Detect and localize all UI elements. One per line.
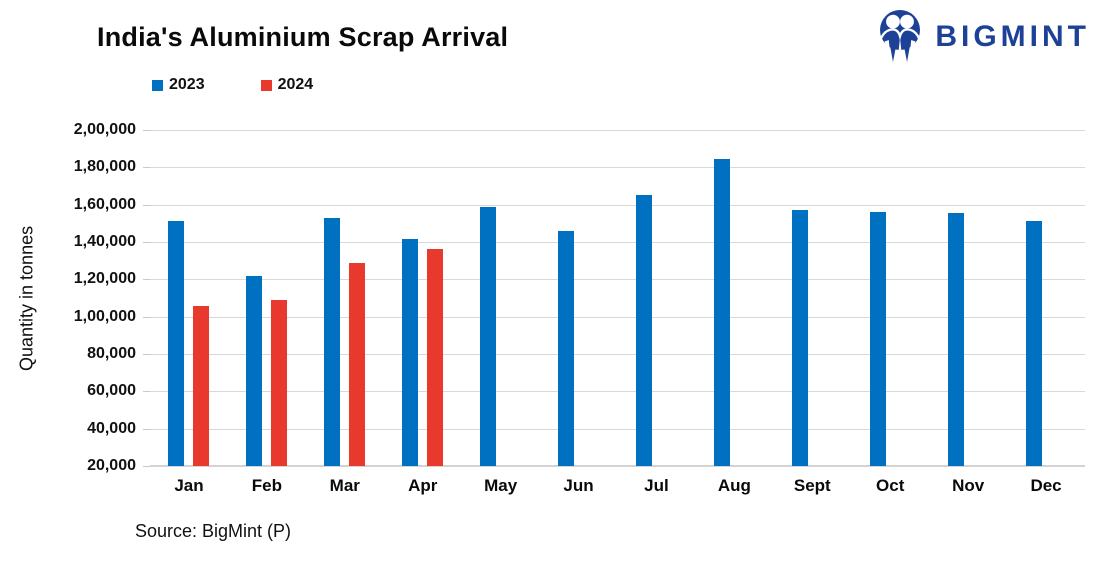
gridline xyxy=(150,354,1085,355)
legend-swatch-2023 xyxy=(152,79,163,91)
y-tick-mark xyxy=(143,204,150,206)
bar-2023-aug xyxy=(713,158,730,466)
y-tick-label: 1,40,000 xyxy=(73,233,136,250)
legend-swatch-2024 xyxy=(260,79,272,91)
y-tick-mark xyxy=(143,279,150,281)
x-tick-label-jun: Jun xyxy=(563,476,594,495)
gridline xyxy=(150,428,1085,430)
legend-item-2023: 2023 xyxy=(152,76,205,94)
bar-2023-may xyxy=(480,206,497,466)
x-tick-label-oct: Oct xyxy=(876,476,905,495)
bigmint-wordmark: BIGMINT xyxy=(935,19,1090,53)
gridline xyxy=(150,242,1085,243)
x-tick-label-jul: Jul xyxy=(644,476,669,495)
bar-2024-jan xyxy=(193,306,210,466)
legend-label-2023: 2023 xyxy=(169,76,205,93)
legend-item-2024: 2024 xyxy=(260,76,314,94)
bar-2023-oct xyxy=(869,212,886,466)
y-tick-label: 60,000 xyxy=(87,382,136,400)
bigmint-people-icon xyxy=(880,10,921,64)
bar-2023-jun xyxy=(558,230,575,466)
y-tick-label: 40,000 xyxy=(87,419,136,437)
bar-2023-nov xyxy=(947,213,964,466)
bigmint-logo: BIGMINT xyxy=(874,8,1090,65)
bar-2023-jan xyxy=(168,221,185,466)
chart-legend: 2023 2024 xyxy=(152,76,313,94)
gridline xyxy=(150,279,1085,281)
bar-2023-jul xyxy=(635,195,652,466)
y-tick-label: 20,000 xyxy=(87,457,136,474)
y-tick-label: 2,00,000 xyxy=(73,121,136,138)
bar-2023-feb xyxy=(246,275,263,466)
y-axis-labels: 2,00,000 1,80,000 1,60,000 1,40,000 1,20,000… xyxy=(0,121,136,474)
y-tick-mark xyxy=(143,428,150,430)
gridline xyxy=(150,130,1085,131)
bar-2023-apr xyxy=(402,239,419,466)
gridline xyxy=(150,391,1085,393)
y-tick-mark xyxy=(143,167,150,169)
bar-2024-apr xyxy=(427,249,444,466)
y-tick-mark xyxy=(143,316,150,318)
y-axis-ticks xyxy=(143,130,150,467)
y-tick-label: 1,80,000 xyxy=(73,158,136,176)
bar-2023-dec xyxy=(1025,220,1042,466)
bar-2023-sept xyxy=(791,210,808,466)
x-tick-label-may: May xyxy=(484,476,518,495)
y-tick-mark xyxy=(143,391,150,393)
bar-2024-mar xyxy=(349,262,366,466)
x-tick-label-sept: Sept xyxy=(793,476,831,495)
x-tick-label-apr: Apr xyxy=(408,476,438,495)
x-tick-label-nov: Nov xyxy=(952,476,985,495)
chart-title: India's Aluminium Scrap Arrival xyxy=(97,22,509,52)
gridline xyxy=(150,316,1085,318)
y-tick-label: 1,60,000 xyxy=(73,195,136,213)
plot-area: Jan Feb Mar Apr May Jun Jul Aug Sept Oct Nov Dec xyxy=(150,130,1085,495)
y-tick-mark xyxy=(143,130,150,131)
x-tick-label-feb: Feb xyxy=(251,476,282,495)
y-tick-mark xyxy=(143,354,150,355)
y-tick-mark xyxy=(143,242,150,243)
bar-2023-mar xyxy=(324,217,341,466)
y-tick-label: 80,000 xyxy=(87,345,136,362)
x-tick-label-jan: Jan xyxy=(174,476,204,495)
y-tick-label: 1,20,000 xyxy=(73,270,136,288)
y-tick-mark xyxy=(143,466,150,467)
x-axis-line xyxy=(150,465,1085,467)
gridline xyxy=(150,204,1085,206)
x-tick-label-aug: Aug xyxy=(717,476,751,495)
x-tick-label-mar: Mar xyxy=(329,476,360,495)
bar-2024-feb xyxy=(271,299,288,466)
x-tick-label-dec: Dec xyxy=(1030,476,1062,495)
gridline xyxy=(150,167,1085,169)
y-tick-label: 1,00,000 xyxy=(73,307,136,325)
source-note: Source: BigMint (P) xyxy=(135,521,292,541)
legend-label-2024: 2024 xyxy=(277,76,314,93)
